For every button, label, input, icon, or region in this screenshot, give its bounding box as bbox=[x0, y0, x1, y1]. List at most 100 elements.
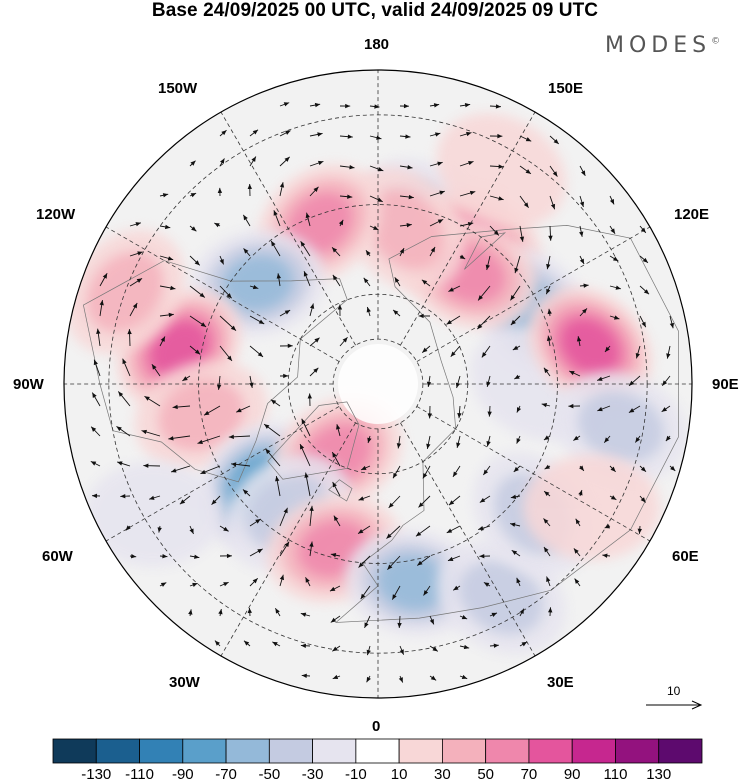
wind-arrow bbox=[459, 160, 474, 167]
colorbar-swatch bbox=[485, 738, 530, 764]
wind-arrow bbox=[369, 225, 379, 231]
coastline bbox=[328, 479, 353, 502]
label-90w: 90W bbox=[13, 376, 44, 393]
wind-arrow bbox=[159, 582, 167, 587]
wind-arrow bbox=[219, 315, 237, 331]
anomaly-cell bbox=[523, 454, 660, 561]
label-150w: 150W bbox=[158, 80, 198, 97]
wind-arrow bbox=[129, 277, 143, 287]
wind-arrow bbox=[637, 525, 642, 534]
wind-arrow bbox=[330, 615, 341, 623]
wind-arrow bbox=[639, 255, 649, 264]
wind-arrow bbox=[279, 343, 293, 349]
wind-arrow bbox=[477, 285, 491, 301]
wind-arrow bbox=[236, 405, 251, 413]
wind-arrow bbox=[579, 283, 589, 288]
wind-arrow bbox=[543, 367, 551, 377]
wind-arrow bbox=[423, 585, 431, 596]
wind-arrow bbox=[91, 493, 101, 499]
wind-arrow bbox=[396, 435, 402, 449]
wind-arrow bbox=[609, 285, 622, 290]
wind-arrow bbox=[363, 277, 371, 287]
wind-arrow bbox=[369, 135, 382, 140]
wind-arrow bbox=[309, 541, 314, 557]
wind-arrow bbox=[399, 165, 413, 170]
wind-arrow bbox=[447, 555, 461, 562]
wind-arrow bbox=[573, 435, 581, 441]
coastline bbox=[334, 225, 679, 623]
wind-arrow bbox=[279, 507, 288, 527]
wind-arrow bbox=[516, 577, 521, 587]
wind-arrow bbox=[129, 251, 143, 257]
wind-arrow bbox=[489, 225, 500, 236]
wind-arrow bbox=[429, 615, 435, 625]
wind-arrow bbox=[358, 495, 371, 501]
colorbar-tick-label: -30 bbox=[301, 766, 324, 783]
wind-arrow bbox=[429, 161, 443, 167]
wind-arrow bbox=[579, 308, 588, 317]
wind-arrow bbox=[336, 424, 341, 437]
anomaly-cell bbox=[345, 529, 481, 637]
wind-arrow bbox=[392, 309, 401, 317]
wind-arrow bbox=[279, 156, 290, 167]
label-60w: 60W bbox=[42, 548, 73, 565]
wind-arrow bbox=[219, 525, 229, 532]
wind-arrow bbox=[179, 495, 191, 505]
wind-arrow bbox=[399, 645, 405, 655]
wind-arrow bbox=[446, 525, 461, 534]
graticule bbox=[64, 70, 692, 698]
wind-arrow bbox=[489, 612, 498, 617]
label-120e: 120E bbox=[674, 206, 710, 223]
wind-arrow bbox=[576, 336, 582, 347]
wind-arrow bbox=[189, 582, 198, 588]
colorbar-swatch bbox=[268, 738, 314, 764]
wind-arrow bbox=[489, 133, 503, 139]
wind-arrow bbox=[214, 640, 221, 647]
coastlines bbox=[83, 225, 679, 623]
wind-arrow bbox=[272, 641, 281, 647]
wind-arrow bbox=[457, 405, 462, 419]
wind-arrow bbox=[305, 577, 311, 587]
wind-arrow bbox=[485, 255, 491, 271]
colorbar-tick-label: 70 bbox=[520, 766, 538, 783]
wind-arrow bbox=[219, 345, 233, 362]
colorbar-tick-label: 90 bbox=[563, 766, 581, 783]
wind-arrow bbox=[416, 555, 431, 566]
wind-arrow bbox=[265, 448, 281, 467]
wind-arrow bbox=[339, 336, 348, 347]
colorbar-swatch bbox=[312, 738, 357, 764]
wind-arrow bbox=[249, 284, 259, 290]
wind-arrow bbox=[548, 607, 553, 617]
wind-arrow bbox=[543, 518, 551, 527]
wind-arrow bbox=[168, 435, 191, 441]
wind-arrow bbox=[516, 405, 522, 413]
wind-arrow bbox=[279, 102, 290, 107]
label-30e: 30E bbox=[547, 674, 574, 691]
colorbar-swatch bbox=[95, 738, 140, 764]
wind-arrow bbox=[366, 306, 371, 317]
wind-arrow bbox=[299, 443, 311, 467]
wind-arrow bbox=[159, 312, 174, 318]
wind-arrow bbox=[448, 495, 461, 506]
wind-arrow bbox=[90, 426, 101, 437]
wind-arrow bbox=[172, 404, 191, 410]
coastline bbox=[464, 232, 507, 270]
wind-arrow bbox=[249, 345, 264, 358]
wind-arrow bbox=[602, 553, 611, 558]
wind-arrow bbox=[544, 464, 551, 470]
wind-arrow bbox=[609, 255, 619, 262]
wind-arrow bbox=[397, 615, 402, 628]
wind-vectors bbox=[90, 102, 676, 683]
wind-arrow bbox=[450, 345, 461, 357]
wind-arrow bbox=[279, 130, 291, 137]
wind-arrow bbox=[479, 495, 491, 503]
wind-arrow bbox=[386, 525, 401, 539]
coastline bbox=[267, 401, 360, 480]
wind-arrow bbox=[217, 187, 223, 197]
wind-arrow bbox=[197, 435, 221, 444]
wind-arrow bbox=[338, 219, 344, 227]
wind-arrow bbox=[143, 463, 161, 468]
wind-arrow bbox=[579, 465, 585, 472]
wind-arrow bbox=[422, 465, 431, 479]
vector-scale-label: 10 bbox=[667, 684, 681, 698]
